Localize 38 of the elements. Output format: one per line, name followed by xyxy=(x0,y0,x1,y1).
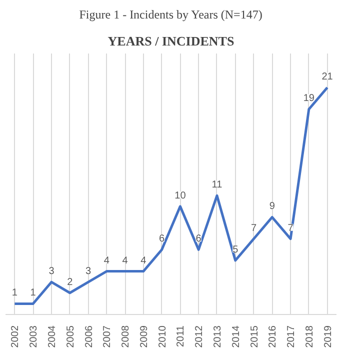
data-label: 19 xyxy=(303,93,315,104)
x-tick-label: 2011 xyxy=(176,325,187,348)
x-tick-label: 2012 xyxy=(194,325,206,348)
data-label: 7 xyxy=(250,222,257,234)
x-tick-label: 2007 xyxy=(102,325,114,348)
data-label: 4 xyxy=(122,255,128,266)
data-label: 11 xyxy=(212,180,223,191)
chart-subtitle: YEARS / INCIDENTS xyxy=(108,34,234,48)
x-tick-label: 2013 xyxy=(212,325,224,348)
x-tick-label: 2015 xyxy=(249,325,260,348)
data-label: 9 xyxy=(269,201,276,212)
data-label: 7 xyxy=(288,222,294,234)
data-label: 5 xyxy=(232,244,239,256)
data-label: 10 xyxy=(174,190,186,202)
data-label: 3 xyxy=(48,266,55,278)
x-tick-label: 2017 xyxy=(286,325,298,348)
x-tick-label: 2019 xyxy=(322,325,334,348)
data-label: 4 xyxy=(104,255,110,266)
data-label: 21 xyxy=(322,72,334,83)
data-label: 4 xyxy=(140,255,147,266)
x-tick-label: 2016 xyxy=(268,325,279,348)
x-tick-label: 2009 xyxy=(138,325,150,348)
x-tick-label: 2005 xyxy=(65,325,76,348)
x-tick-label: 2008 xyxy=(120,325,132,348)
data-label: 6 xyxy=(196,234,202,245)
x-tick-label: 2018 xyxy=(304,325,316,348)
data-label: 3 xyxy=(85,266,92,278)
data-label: 1 xyxy=(12,288,18,299)
data-label: 2 xyxy=(67,276,74,288)
x-tick-label: 2003 xyxy=(28,325,40,348)
x-tick-label: 2014 xyxy=(230,325,242,348)
x-tick-label: 2004 xyxy=(46,325,58,348)
data-label: 6 xyxy=(159,234,166,245)
chart-title: Figure 1 - Incidents by Years (N=147) xyxy=(79,8,262,22)
x-tick-label: 2006 xyxy=(84,325,95,348)
data-label: 1 xyxy=(30,288,36,299)
x-tick-label: 2002 xyxy=(10,325,22,348)
x-tick-label: 2010 xyxy=(157,325,168,348)
